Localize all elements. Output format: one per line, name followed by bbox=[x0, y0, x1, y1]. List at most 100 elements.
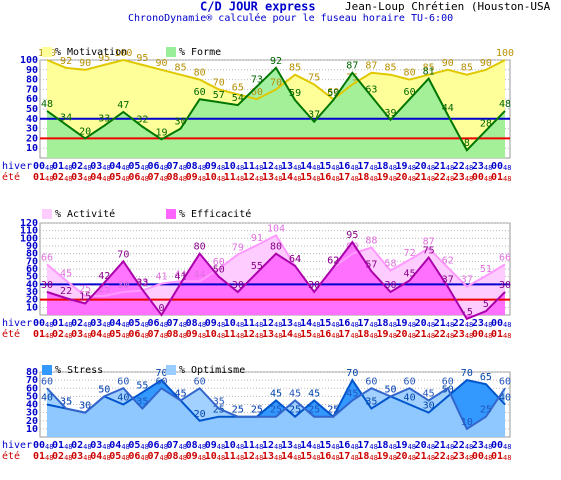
value-label: 45 bbox=[346, 388, 358, 399]
value-label: 80 bbox=[194, 68, 206, 79]
value-label: 60 bbox=[327, 87, 339, 98]
x-tick-minute: 48 bbox=[160, 454, 168, 462]
x-tick-label: 09 bbox=[205, 161, 217, 172]
value-label: 47 bbox=[117, 100, 129, 111]
x-tick-label: 13 bbox=[262, 172, 274, 183]
x-tick-minute: 48 bbox=[179, 175, 187, 183]
legend-swatch bbox=[42, 365, 52, 375]
x-tick-minute: 48 bbox=[312, 454, 320, 462]
value-label: 34 bbox=[60, 113, 72, 124]
x-tick-minute: 48 bbox=[179, 454, 187, 462]
x-tick-label: 05 bbox=[109, 451, 121, 462]
x-tick-minute: 48 bbox=[140, 175, 148, 183]
x-tick-minute: 48 bbox=[312, 443, 320, 451]
value-label: 30 bbox=[175, 117, 187, 128]
x-tick-minute: 48 bbox=[102, 175, 110, 183]
value-label: 55 bbox=[251, 261, 263, 272]
x-tick-minute: 48 bbox=[255, 443, 263, 451]
x-tick-minute: 48 bbox=[293, 175, 301, 183]
series-line bbox=[46, 233, 506, 297]
value-label: 70 bbox=[213, 77, 225, 88]
legend-swatch bbox=[166, 47, 176, 57]
value-label: 51 bbox=[480, 264, 492, 275]
x-tick-label: 03 bbox=[90, 318, 102, 329]
x-tick-label: 08 bbox=[186, 161, 198, 172]
x-tick-label: 16 bbox=[319, 329, 331, 340]
value-label: 63 bbox=[365, 84, 377, 95]
x-tick-label: 04 bbox=[109, 440, 121, 451]
y-tick-label: 80 bbox=[26, 75, 38, 86]
x-tick-minute: 48 bbox=[389, 175, 397, 183]
x-tick-minute: 48 bbox=[427, 164, 435, 172]
x-tick-label: 08 bbox=[186, 318, 198, 329]
x-tick-label: 14 bbox=[281, 172, 293, 183]
x-tick-minute: 48 bbox=[503, 332, 511, 340]
x-tick-label: 22 bbox=[434, 329, 446, 340]
x-tick-label: 07 bbox=[167, 440, 179, 451]
value-label: 50 bbox=[384, 384, 396, 395]
legend-label: % Motivation bbox=[55, 47, 127, 58]
x-tick-minute: 48 bbox=[121, 164, 129, 172]
y-tick-label: 100 bbox=[20, 233, 38, 244]
value-label: 59 bbox=[289, 88, 301, 99]
y-tick-label: 110 bbox=[20, 226, 38, 237]
legend-label: % Efficacité bbox=[179, 208, 251, 220]
x-tick-label: 03 bbox=[90, 440, 102, 451]
y-tick-label: 20 bbox=[26, 295, 38, 306]
value-label: 90 bbox=[155, 58, 167, 69]
x-tick-label: 15 bbox=[319, 440, 331, 451]
value-label: 8 bbox=[464, 138, 470, 149]
value-label: 20 bbox=[194, 409, 206, 420]
x-tick-minute: 48 bbox=[446, 175, 454, 183]
value-label: 60 bbox=[41, 376, 53, 387]
x-tick-label: 15 bbox=[300, 329, 312, 340]
x-tick-minute: 48 bbox=[503, 164, 511, 172]
x-tick-minute: 48 bbox=[274, 443, 282, 451]
x-tick-label: 04 bbox=[90, 451, 102, 462]
y-tick-label: 100 bbox=[20, 55, 38, 66]
x-tick-label: 06 bbox=[128, 451, 140, 462]
legend-swatch bbox=[42, 47, 52, 57]
x-tick-minute: 48 bbox=[293, 332, 301, 340]
value-label: 66 bbox=[499, 252, 511, 263]
x-tick-minute: 48 bbox=[274, 454, 282, 462]
x-tick-label: 00 bbox=[491, 440, 503, 451]
x-tick-label: 15 bbox=[319, 318, 331, 329]
x-tick-minute: 48 bbox=[408, 332, 416, 340]
x-tick-label: 12 bbox=[243, 451, 255, 462]
y-tick-label: 30 bbox=[26, 408, 38, 419]
x-tick-minute: 48 bbox=[83, 443, 91, 451]
y-tick-label: 50 bbox=[26, 391, 38, 402]
x-tick-minute: 48 bbox=[408, 164, 416, 172]
x-tick-minute: 48 bbox=[236, 321, 244, 329]
value-label: 65 bbox=[480, 372, 492, 383]
x-tick-label: 15 bbox=[319, 161, 331, 172]
x-tick-label: 01 bbox=[491, 329, 503, 340]
value-label: 41 bbox=[155, 272, 167, 283]
x-tick-minute: 48 bbox=[465, 321, 473, 329]
x-tick-label: 16 bbox=[338, 318, 350, 329]
value-label: 80 bbox=[270, 242, 282, 253]
value-label: 32 bbox=[136, 115, 148, 126]
x-tick-label: 20 bbox=[415, 318, 427, 329]
y-tick-label: 70 bbox=[26, 84, 38, 95]
x-tick-label: 18 bbox=[357, 329, 369, 340]
x-tick-label: 23 bbox=[472, 318, 484, 329]
y-tick-label: 10 bbox=[26, 302, 38, 313]
title: C/D JOUR express bbox=[200, 0, 316, 14]
value-label: 80 bbox=[346, 242, 358, 253]
y-tick-label: 80 bbox=[26, 249, 38, 260]
x-tick-label: 05 bbox=[128, 161, 140, 172]
y-tick-label: 30 bbox=[26, 287, 38, 298]
value-label: 25 bbox=[251, 405, 263, 416]
x-tick-label: 09 bbox=[205, 318, 217, 329]
x-tick-label: 07 bbox=[147, 329, 159, 340]
x-tick-minute: 48 bbox=[102, 321, 110, 329]
x-tick-minute: 48 bbox=[83, 164, 91, 172]
x-tick-minute: 48 bbox=[389, 332, 397, 340]
y-tick-label: 20 bbox=[26, 416, 38, 427]
x-tick-label: 01 bbox=[491, 451, 503, 462]
x-tick-label: 21 bbox=[434, 440, 446, 451]
value-label: 70 bbox=[117, 249, 129, 260]
